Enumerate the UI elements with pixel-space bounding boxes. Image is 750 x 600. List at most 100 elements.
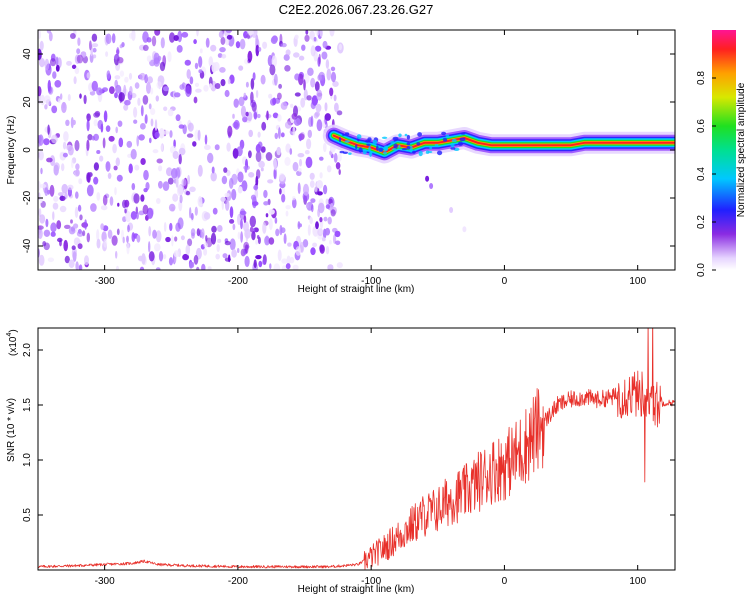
- noise-blob: [224, 89, 230, 98]
- noise-blob: [281, 193, 286, 203]
- noise-blob: [238, 65, 244, 71]
- noise-blob: [280, 101, 288, 110]
- noise-blob: [178, 154, 182, 165]
- ridge-blob: [381, 136, 388, 139]
- noise-blob: [128, 163, 133, 174]
- noise-blob: [243, 215, 247, 224]
- noise-blob: [38, 86, 42, 97]
- noise-blob: [44, 187, 49, 197]
- noise-blob: [212, 207, 218, 215]
- ridge-blob: [406, 134, 410, 140]
- noise-blob: [119, 70, 125, 77]
- noise-blob: [160, 37, 165, 49]
- noise-blob: [265, 213, 269, 218]
- noise-blob: [176, 45, 183, 53]
- noise-blob: [128, 72, 133, 80]
- noise-blob: [314, 81, 320, 92]
- noise-blob: [249, 215, 256, 228]
- noise-blob: [67, 184, 74, 191]
- ridge-blob: [362, 149, 367, 155]
- noise-blob: [61, 101, 67, 114]
- noise-blob: [39, 58, 45, 68]
- colorbar-tick-label: 0.6: [696, 119, 707, 133]
- noise-blob: [38, 208, 42, 218]
- noise-blob: [203, 212, 211, 220]
- noise-blob: [226, 142, 231, 152]
- x-tick-label: 0: [502, 276, 508, 287]
- noise-blob: [289, 148, 293, 155]
- noise-blob: [215, 253, 220, 260]
- noise-blob: [60, 93, 63, 100]
- noise-blob: [73, 237, 81, 246]
- noise-blob: [337, 152, 342, 162]
- noise-blob: [136, 135, 139, 147]
- noise-blob: [197, 129, 201, 141]
- noise-blob: [49, 58, 57, 67]
- noise-blob: [290, 103, 294, 108]
- colorbar-tick-label: 0.8: [696, 71, 707, 85]
- noise-blob: [304, 34, 310, 42]
- noise-blob: [322, 40, 328, 49]
- noise-blob: [181, 178, 187, 187]
- noise-blob: [319, 244, 325, 252]
- noise-blob: [75, 261, 79, 270]
- noise-blob: [294, 73, 300, 81]
- noise-blob: [292, 126, 296, 136]
- noise-blob: [273, 263, 281, 270]
- y-tick-label: 1.5: [22, 398, 33, 412]
- noise-blob: [49, 184, 55, 197]
- noise-blob: [62, 141, 67, 150]
- spectrogram-y-label: Frequency (Hz): [6, 116, 17, 185]
- noise-blob: [77, 229, 82, 234]
- noise-blob: [302, 239, 309, 248]
- ridge-blob: [339, 150, 345, 154]
- snr-y-ticks: 0.5 1.0 1.5 2.0: [22, 343, 675, 522]
- spectrogram-y-ticks: -40 -20 0 20 40: [22, 48, 675, 253]
- noise-blob: [127, 224, 130, 233]
- noise-blob: [310, 115, 314, 127]
- noise-blob: [318, 71, 326, 81]
- noise-blob: [179, 194, 183, 204]
- noise-blob: [287, 242, 292, 247]
- noise-blob: [47, 124, 50, 135]
- noise-blob: [158, 250, 164, 262]
- noise-blob: [243, 241, 250, 251]
- noise-blob: [297, 153, 305, 158]
- ridge-blob: [344, 140, 350, 143]
- y-tick-label: -40: [22, 238, 33, 253]
- ridge-blob: [342, 133, 345, 136]
- noise-blob: [281, 265, 287, 270]
- ridge-blob: [392, 136, 399, 141]
- noise-blob: [274, 167, 277, 180]
- noise-blob: [123, 84, 127, 97]
- noise-blob: [292, 161, 299, 172]
- noise-blob: [285, 210, 289, 217]
- noise-blob: [66, 60, 72, 66]
- noise-blob: [116, 228, 120, 236]
- noise-blob: [269, 218, 273, 231]
- noise-blob: [124, 76, 129, 83]
- noise-blob: [102, 137, 106, 149]
- noise-blob: [89, 53, 94, 63]
- noise-blob: [277, 114, 282, 122]
- noise-blob: [140, 194, 145, 202]
- noise-blob: [334, 230, 341, 238]
- ridge-blob: [406, 142, 411, 146]
- x-tick-label: -100: [361, 576, 381, 587]
- noise-blob: [187, 174, 191, 185]
- y-tick-label: 2.0: [22, 343, 33, 357]
- noise-blob: [108, 135, 115, 142]
- noise-blob: [262, 222, 267, 234]
- noise-blob: [225, 199, 230, 211]
- noise-blob: [118, 137, 124, 148]
- noise-blob: [274, 217, 278, 224]
- noise-blob: [152, 229, 157, 239]
- noise-blob: [298, 55, 305, 61]
- ridge-blob: [412, 150, 416, 154]
- ridge-blob: [364, 139, 371, 143]
- noise-blob: [266, 110, 269, 121]
- noise-blob: [197, 164, 203, 177]
- noise-blob: [255, 255, 262, 260]
- noise-blob: [313, 112, 319, 119]
